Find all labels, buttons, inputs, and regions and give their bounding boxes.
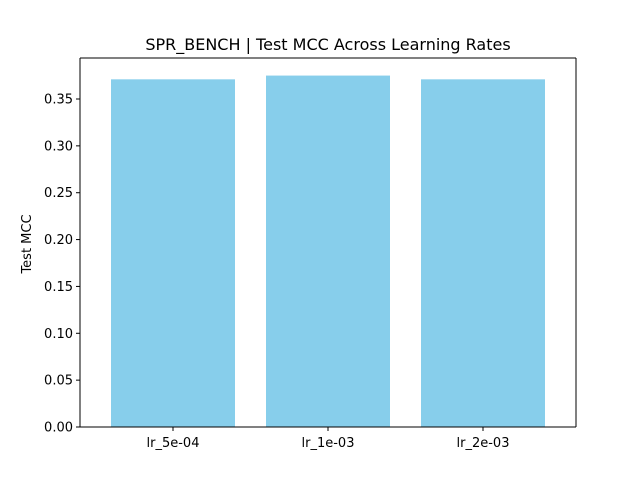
x-tick-label: lr_1e-03 [302, 436, 355, 451]
axes-layer [79, 57, 577, 428]
y-axis-label: Test MCC [20, 214, 35, 274]
y-tick-label: 0.15 [44, 280, 73, 295]
y-tick-label: 0.05 [44, 374, 73, 389]
y-tick-label: 0.25 [44, 186, 73, 201]
y-tick-label: 0.10 [44, 327, 73, 342]
bars-layer [111, 75, 545, 428]
y-tick-label: 0.30 [44, 139, 73, 154]
x-tick-label: lr_2e-03 [457, 436, 510, 451]
chart-title: SPR_BENCH | Test MCC Across Learning Rat… [145, 35, 510, 55]
bar [421, 79, 545, 427]
y-tick-label: 0.20 [44, 233, 73, 248]
bar [111, 79, 235, 427]
y-tick-label: 0.00 [44, 421, 73, 436]
x-tick-label: lr_5e-04 [147, 436, 200, 451]
x-ticks-layer: lr_5e-04 lr_1e-03 lr_2e-03 [147, 427, 510, 451]
y-tick-label: 0.35 [44, 93, 73, 108]
y-ticks-layer: 0.00 0.05 0.10 0.15 0.20 0.25 0.30 0.35 [44, 93, 80, 436]
bar [266, 75, 390, 428]
